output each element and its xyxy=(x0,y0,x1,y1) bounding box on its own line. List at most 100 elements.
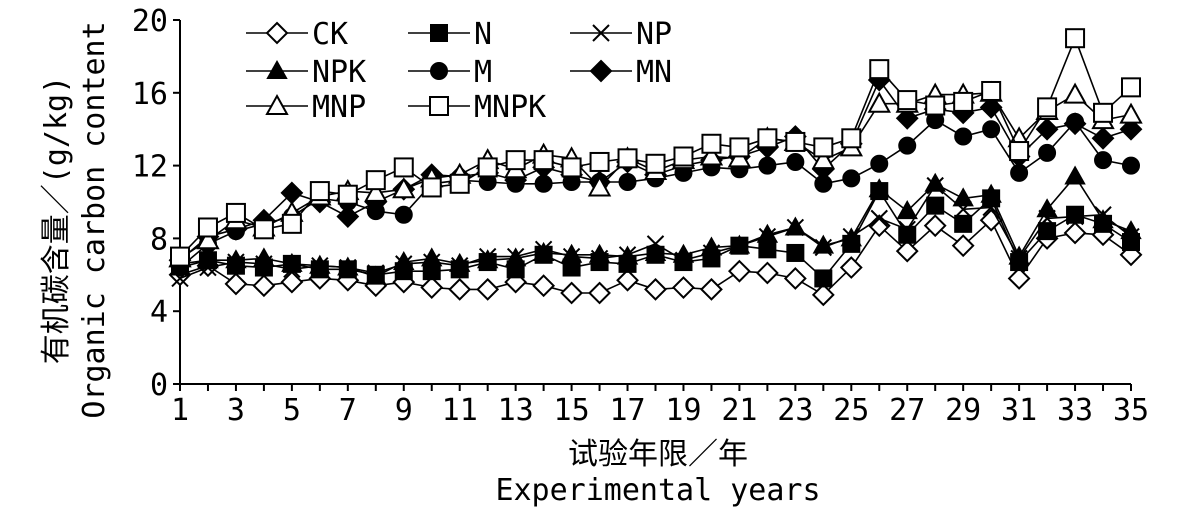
data-point-npk xyxy=(588,243,611,263)
y-tick-label: 12 xyxy=(132,150,168,185)
data-point-npk xyxy=(197,249,219,269)
y-tick-label: 4 xyxy=(150,295,168,330)
data-point-mnpk xyxy=(925,95,946,116)
data-point-ck xyxy=(588,281,611,305)
data-point-mn xyxy=(1119,117,1143,141)
data-point-ck xyxy=(252,274,276,298)
data-point-n xyxy=(926,196,945,215)
x-tick-label: 31 xyxy=(1001,393,1037,428)
data-point-npk xyxy=(784,216,807,236)
data-point-mnpk xyxy=(533,150,554,171)
data-point-mnp xyxy=(392,177,416,199)
series-layer xyxy=(168,28,1143,307)
x-tick-label: 15 xyxy=(554,393,590,428)
data-point-npk xyxy=(812,234,835,254)
data-point-m xyxy=(1122,156,1140,175)
data-point-n xyxy=(758,240,777,259)
data-point-mnp xyxy=(1063,82,1087,104)
data-point-n xyxy=(898,225,917,244)
data-point-ck xyxy=(672,276,695,299)
data-point-npk xyxy=(896,200,918,220)
data-point-mnpk xyxy=(253,219,274,240)
legend-label-mnp: MNP xyxy=(312,90,366,125)
data-point-npk xyxy=(756,223,779,243)
data-point-mnpk xyxy=(645,153,666,174)
x-tick-label: 35 xyxy=(1113,393,1149,428)
x-tick-label: 1 xyxy=(171,393,189,428)
legend-marker-mnpk xyxy=(429,96,449,116)
data-point-ck xyxy=(280,270,304,294)
legend-label-np: NP xyxy=(636,17,672,52)
data-point-mnpk xyxy=(701,133,722,154)
series-npk xyxy=(169,165,1142,285)
data-point-n xyxy=(814,269,833,288)
data-point-ck xyxy=(448,277,472,301)
data-point-npk xyxy=(448,252,471,272)
data-point-npk xyxy=(281,252,303,272)
data-point-ck xyxy=(951,234,975,258)
data-point-m xyxy=(394,205,413,224)
data-point-npk xyxy=(532,241,555,261)
data-point-mnpk xyxy=(785,131,806,152)
y-tick-label: 20 xyxy=(132,4,168,39)
data-point-mnp xyxy=(811,148,836,170)
data-point-mnp xyxy=(587,175,612,197)
y-tick-label: 0 xyxy=(150,368,168,403)
data-point-npk xyxy=(1064,165,1086,185)
data-point-npk xyxy=(1120,220,1142,240)
data-point-ck xyxy=(700,277,723,301)
data-point-npk xyxy=(616,245,639,265)
data-point-ck xyxy=(1063,221,1087,245)
data-point-npk xyxy=(868,178,890,198)
data-point-mnpk xyxy=(757,128,778,149)
data-point-mnpk xyxy=(421,177,442,198)
data-point-m xyxy=(870,154,889,173)
data-point-mnpk xyxy=(981,80,1002,101)
data-point-m xyxy=(758,156,777,175)
data-point-npk xyxy=(672,243,695,263)
data-point-npk xyxy=(840,227,863,247)
data-point-mnp xyxy=(1119,102,1143,124)
legend: CK N NP NPK M MN MNP MNPK xyxy=(246,17,672,125)
data-point-mnpk xyxy=(505,150,526,171)
data-point-ck xyxy=(616,268,639,292)
data-point-ck xyxy=(224,272,248,296)
series-mnpk xyxy=(170,28,1141,267)
data-point-mnp xyxy=(699,144,724,166)
data-point-mnpk xyxy=(225,202,246,223)
y-axis-title-cn: 有机碳含量／(g/kg) xyxy=(39,76,74,364)
x-tick-label: 29 xyxy=(945,393,981,428)
data-point-mnpk xyxy=(1121,77,1141,98)
data-point-mn xyxy=(1035,117,1059,141)
data-point-npk xyxy=(1092,209,1114,229)
data-point-mnpk xyxy=(1009,141,1030,162)
data-point-mnpk xyxy=(1093,102,1114,123)
data-point-npk xyxy=(309,254,331,274)
data-point-m xyxy=(1094,151,1113,170)
data-point-ck xyxy=(923,214,947,238)
data-point-m xyxy=(786,152,805,171)
legend-item-m: M xyxy=(408,55,492,90)
data-point-npk xyxy=(337,256,359,276)
data-point-mnpk xyxy=(589,151,610,172)
data-point-mnpk xyxy=(281,213,302,234)
data-point-np xyxy=(1066,207,1084,226)
data-point-ck xyxy=(727,259,751,283)
data-point-m xyxy=(1038,143,1057,162)
data-point-npk xyxy=(365,265,387,285)
data-point-mnpk xyxy=(1065,28,1086,49)
data-point-ck xyxy=(811,283,835,307)
data-point-mnpk xyxy=(309,181,330,202)
axes xyxy=(173,19,1132,391)
x-tick-label: 23 xyxy=(777,393,813,428)
data-point-mnpk xyxy=(337,184,358,205)
data-point-npk xyxy=(980,183,1002,203)
data-point-npk xyxy=(1036,198,1058,218)
data-point-mnpk xyxy=(561,157,582,178)
data-point-npk xyxy=(700,236,723,256)
legend-item-mnp: MNP xyxy=(246,90,366,125)
data-point-n xyxy=(954,214,973,233)
data-point-mnpk xyxy=(393,157,414,178)
data-point-mnpk xyxy=(897,90,918,111)
data-point-np xyxy=(898,220,916,239)
